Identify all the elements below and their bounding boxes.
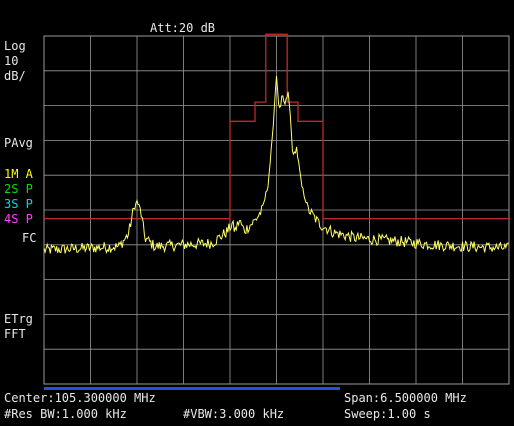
span-label[interactable]: Span:6.500000 MHz: [344, 391, 467, 405]
attenuation-label: Att:20 dB: [150, 21, 216, 35]
video-bandwidth-label[interactable]: #VBW:3.000 kHz: [183, 407, 285, 421]
trace-4-label: 4S P: [4, 212, 33, 226]
limit-mask-line: [44, 33, 509, 220]
fc-label: FC: [22, 231, 37, 245]
trace-2-label: 2S P: [4, 182, 33, 196]
sweep-progress-bar: [44, 387, 340, 390]
spectrum-trace-line: [43, 76, 509, 255]
grid: [43, 35, 510, 385]
sweep-time-label[interactable]: Sweep:1.00 s: [344, 407, 431, 421]
trace-3-label: 3S P: [4, 197, 33, 211]
trace-1-label: 1M A: [4, 167, 33, 181]
resolution-bandwidth-label[interactable]: #Res BW:1.000 kHz: [4, 407, 127, 421]
scale-type-label: Log: [4, 39, 26, 53]
fft-label: FFT: [4, 327, 26, 341]
scale-value-label: 10: [4, 54, 19, 68]
trigger-label: ETrg: [4, 312, 33, 326]
scale-unit-label: dB/: [4, 69, 26, 83]
center-frequency-label[interactable]: Center:105.300000 MHz: [4, 391, 156, 405]
average-mode-label: PAvg: [4, 136, 33, 150]
